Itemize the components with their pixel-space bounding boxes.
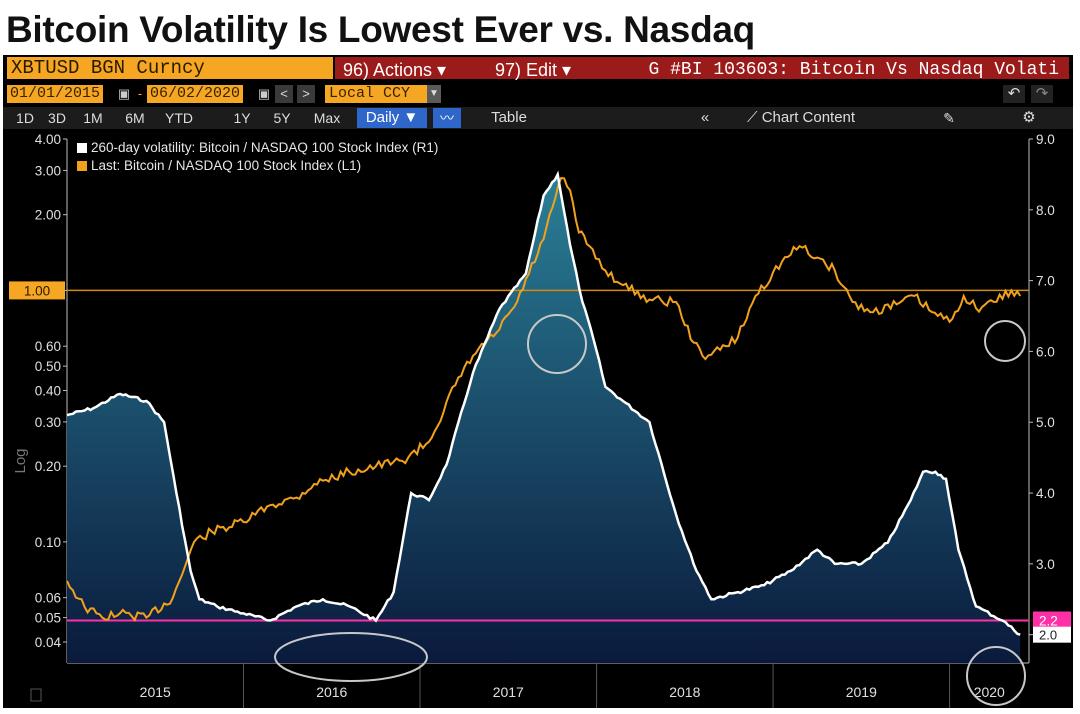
- x-tick-label: 2015: [140, 684, 171, 700]
- period-3d[interactable]: 3D: [48, 110, 66, 126]
- chart-content-label: Chart Content: [761, 109, 856, 126]
- left-tick-label: 0.06: [35, 591, 61, 606]
- volatility-series-line: [66, 170, 1021, 636]
- date-dash: -: [137, 86, 143, 101]
- period-1d[interactable]: 1D: [16, 110, 34, 126]
- legend-background: [71, 137, 531, 177]
- x-tick-label: 2019: [846, 684, 877, 700]
- right-tick-label: 5.0: [1036, 415, 1055, 430]
- x-tick-label: 2020: [974, 684, 1005, 700]
- page-title: Bitcoin Volatility Is Lowest Ever vs. Na…: [6, 9, 755, 50]
- frequency-select[interactable]: Daily ▼: [357, 108, 427, 128]
- double-chevron-left-icon[interactable]: «: [700, 109, 710, 126]
- ref-badge: [1033, 611, 1071, 630]
- legend-swatch-ratio: [77, 161, 87, 171]
- gear-icon[interactable]: ⚙: [1022, 109, 1036, 126]
- right-tick-label: 3.0: [1036, 557, 1055, 572]
- redo-icon[interactable]: ↷: [1031, 85, 1053, 103]
- ticker-field[interactable]: XBTUSD BGN Curncy: [7, 57, 333, 79]
- right-tick-label: 8.0: [1036, 203, 1055, 218]
- annotation-ellipse-2016: [274, 632, 428, 682]
- chart-area: 4.00 3.00 2.00 0.60 0.50 0.40 0.30 0.20 0.10 0.06…: [3, 131, 1073, 708]
- next-arrow-icon[interactable]: >: [297, 85, 315, 103]
- left-tick-label: 0.40: [35, 383, 61, 398]
- right-tick-label: 9.0: [1036, 132, 1055, 147]
- volatility-area: [67, 174, 1021, 663]
- start-date-field[interactable]: 01/01/2015: [7, 85, 104, 103]
- ref-badge-label: 2.2: [1039, 614, 1058, 629]
- graph-title: G #BI 103603: Bitcoin Vs Nasdaq Volati: [648, 60, 1059, 80]
- annotation-circle-2017: [527, 314, 587, 374]
- left-tick-label: 2.00: [35, 208, 61, 223]
- period-1y[interactable]: 1Y: [233, 110, 251, 126]
- x-tick-label: 2018: [669, 684, 700, 700]
- date-bar: 01/01/2015 ▣ - 06/02/2020 ▣ < > Local CC…: [3, 83, 1073, 105]
- left-tick-label: 3.00: [35, 163, 61, 178]
- left-axis-label: Log: [12, 448, 29, 473]
- line-chart-icon[interactable]: 〰: [433, 108, 461, 128]
- period-5y[interactable]: 5Y: [273, 110, 291, 126]
- left-tick-label: 0.10: [35, 535, 61, 550]
- one-badge-label: 1.00: [24, 283, 50, 298]
- actions-menu[interactable]: 96) Actions ▾: [343, 60, 447, 80]
- command-bar: XBTUSD BGN Curncy 96) Actions ▾ 97) Edit…: [3, 55, 1073, 81]
- annotation-circle-2020-vol: [966, 646, 1026, 706]
- edit-pen-icon[interactable]: ✎: [943, 110, 955, 126]
- chart-toolbar: 1D 3D 1M 6M YTD 1Y 5Y Max Daily ▼ 〰 Tabl…: [3, 107, 1073, 129]
- right-tick-label: 4.0: [1036, 486, 1055, 501]
- left-tick-label: 0.05: [35, 611, 61, 626]
- annotation-circle-2020-ratio: [984, 320, 1026, 362]
- prev-arrow-icon[interactable]: <: [275, 85, 293, 103]
- right-tick-label: 6.0: [1036, 344, 1055, 359]
- ratio-series-line: [66, 176, 1022, 622]
- current-badge: [1033, 626, 1071, 643]
- edit-menu[interactable]: 97) Edit ▾: [495, 60, 572, 80]
- chevron-down-icon[interactable]: ▼: [427, 85, 441, 103]
- zoom-box-icon: [30, 688, 42, 702]
- period-6m[interactable]: 6M: [125, 110, 145, 126]
- end-calendar-icon[interactable]: ▣: [257, 86, 271, 101]
- left-tick-label: 0.50: [35, 359, 61, 374]
- period-ytd[interactable]: YTD: [165, 110, 193, 126]
- left-tick-label: 4.00: [35, 132, 61, 147]
- start-calendar-icon[interactable]: ▣: [117, 86, 131, 101]
- period-max[interactable]: Max: [313, 110, 341, 126]
- left-tick-label: 0.04: [35, 635, 62, 650]
- menu-bar: 96) Actions ▾ 97) Edit ▾ G #BI 103603: B…: [335, 57, 1069, 80]
- x-tick-label: 2017: [493, 684, 524, 700]
- chart-icon: ⟋: [747, 109, 758, 126]
- legend-swatch-volatility: [77, 143, 87, 153]
- one-badge: [9, 281, 65, 300]
- legend-volatility: 260-day volatility: Bitcoin / NASDAQ 100…: [91, 140, 438, 155]
- left-tick-label: 0.20: [35, 459, 61, 474]
- end-date-field[interactable]: 06/02/2020: [147, 85, 244, 103]
- period-1m[interactable]: 1M: [83, 110, 103, 126]
- undo-icon[interactable]: ↶: [1003, 85, 1025, 103]
- terminal-window: XBTUSD BGN Curncy 96) Actions ▾ 97) Edit…: [3, 55, 1073, 708]
- left-tick-label: 0.30: [35, 415, 61, 430]
- legend: 260-day volatility: Bitcoin / NASDAQ 100…: [71, 137, 531, 177]
- right-tick-label: 7.0: [1036, 274, 1055, 289]
- legend-ratio: Last: Bitcoin / NASDAQ 100 Stock Index (…: [91, 158, 361, 173]
- x-tick-label: 2016: [316, 684, 347, 700]
- left-tick-label: 0.60: [35, 339, 61, 354]
- current-badge-label: 2.0: [1039, 628, 1057, 643]
- table-button[interactable]: Table: [491, 109, 527, 126]
- chart-content-button[interactable]: ⟋ Chart Content: [747, 108, 887, 128]
- currency-select[interactable]: Local CCY: [325, 85, 427, 103]
